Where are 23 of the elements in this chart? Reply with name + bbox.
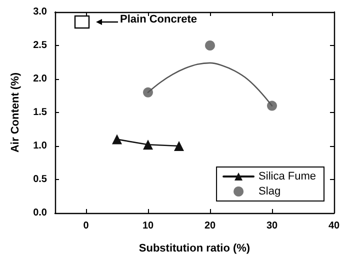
- x-tick-label: 30: [266, 220, 278, 232]
- annotation: Plain Concrete: [120, 14, 198, 26]
- legend-label: Slag: [258, 186, 281, 198]
- x-tick-label: 0: [83, 220, 90, 232]
- x-axis-title: Substitution ratio (%): [138, 242, 250, 254]
- x-tick-label: 10: [142, 220, 154, 232]
- point: [143, 140, 153, 150]
- point: [267, 100, 277, 111]
- y-tick-label: 3.0: [33, 6, 48, 18]
- point: [205, 40, 215, 50]
- y-tick-label: 2.5: [33, 40, 48, 51]
- point: [143, 87, 153, 98]
- y-axis-title: Air Content (%): [10, 72, 22, 153]
- point: [112, 134, 122, 144]
- y-tick-label: 2.0: [33, 74, 48, 84]
- y-tick-label: 1.0: [33, 140, 48, 152]
- y-tick-label: 1.5: [33, 107, 48, 118]
- legend-label: Silica Fume: [258, 170, 316, 182]
- y-tick-label: 0.5: [33, 174, 48, 185]
- point: [174, 141, 184, 151]
- x-tick-label: 20: [204, 220, 216, 232]
- y-tick-label: 0.0: [33, 208, 48, 218]
- x-tick-label: 40: [328, 220, 340, 232]
